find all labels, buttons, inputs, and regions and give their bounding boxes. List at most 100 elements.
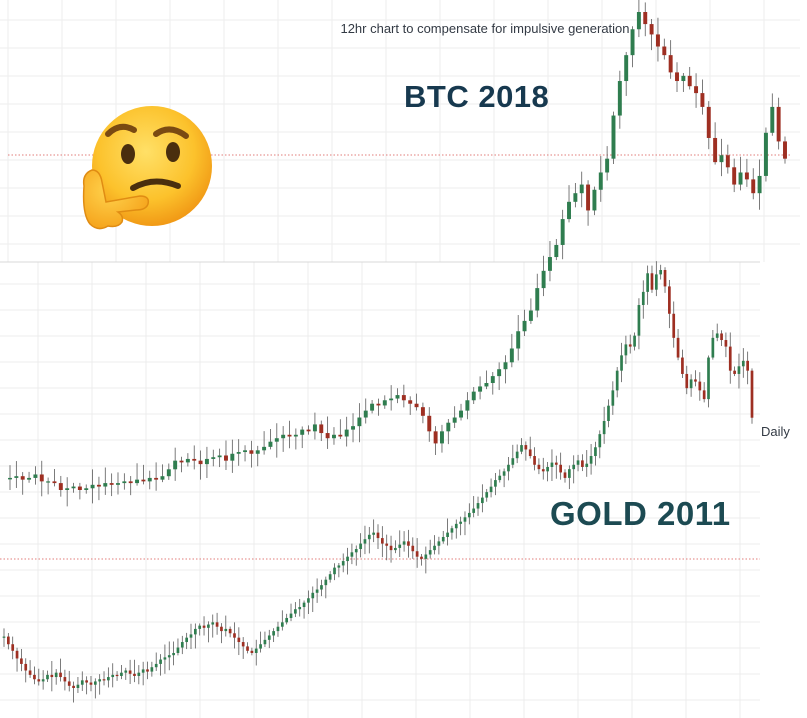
gold-candle: [354, 549, 358, 553]
btc-candle: [160, 476, 165, 480]
gold-candle: [141, 669, 145, 673]
btc-candle: [725, 155, 730, 168]
gold-candle: [628, 344, 632, 347]
gold-chart-label: GOLD 2011: [550, 495, 731, 532]
btc-candle: [624, 55, 629, 82]
gold-candle: [207, 624, 210, 628]
gold-candle: [520, 445, 523, 452]
gold-candle: [420, 556, 423, 559]
gold-candle: [533, 456, 536, 465]
btc-candle: [433, 431, 438, 444]
btc-candle: [141, 479, 146, 482]
gold-candle: [41, 679, 45, 682]
btc-candle: [351, 426, 356, 430]
btc-candle: [713, 137, 718, 163]
gold-candle: [637, 305, 641, 336]
btc-candle: [446, 422, 451, 432]
btc-candle: [567, 201, 571, 220]
gold-candle: [359, 543, 362, 550]
btc-candle: [681, 75, 686, 82]
btc-candle: [376, 403, 381, 406]
btc-candle: [236, 452, 241, 454]
btc-candle: [687, 75, 692, 87]
btc-candle: [65, 488, 70, 490]
gold-candle: [624, 344, 628, 356]
gold-candle: [311, 592, 315, 599]
btc-candle: [27, 477, 32, 480]
gold-candle: [194, 628, 197, 635]
gold-candle: [602, 421, 606, 435]
gold-candle: [498, 475, 502, 481]
gold-candle: [89, 682, 93, 685]
gold-candle: [528, 449, 532, 457]
btc-candle: [293, 434, 298, 437]
gold-candle: [7, 636, 10, 645]
btc-candle: [116, 483, 120, 485]
btc-candle: [611, 115, 616, 159]
gold-candle: [659, 270, 663, 275]
gold-candle: [585, 463, 589, 467]
btc-candle: [262, 446, 267, 451]
gold-candle: [111, 674, 115, 678]
gold-candle: [163, 657, 167, 660]
btc-candle: [274, 438, 279, 442]
gold-candle: [167, 655, 171, 658]
gold-candle: [537, 464, 541, 470]
gold-candle: [728, 346, 732, 371]
chart-annotation: 12hr chart to compensate for impulsive g…: [340, 21, 630, 36]
gold-candle: [328, 574, 332, 580]
gold-candle: [302, 602, 306, 608]
btc-candle: [103, 483, 108, 487]
gold-candle: [2, 636, 6, 638]
btc-candle: [39, 474, 44, 482]
gold-candle: [115, 674, 119, 677]
gold-candle: [620, 355, 623, 371]
btc-candle: [598, 172, 603, 190]
btc-candle: [185, 458, 190, 463]
gold-candle: [154, 663, 158, 668]
btc-candle: [217, 455, 222, 458]
gold-candle: [185, 637, 188, 643]
gold-candle: [428, 550, 432, 555]
btc-candle: [516, 331, 521, 349]
btc-candle: [744, 172, 749, 180]
gold-candle: [711, 337, 715, 358]
btc-candle: [128, 481, 133, 484]
gold-candle: [272, 631, 275, 636]
gold-candle: [433, 545, 436, 551]
btc-candle: [751, 179, 756, 194]
gold-candle: [485, 492, 489, 498]
gold-candle: [241, 642, 245, 647]
gold-candle: [337, 565, 341, 568]
gold-candle: [568, 469, 571, 478]
btc-candle: [649, 24, 654, 35]
gold-candle: [541, 469, 545, 472]
gold-candle: [50, 674, 54, 678]
gold-candle: [668, 286, 671, 314]
btc-candle: [52, 481, 57, 484]
gold-candle: [254, 648, 258, 653]
gold-candle: [424, 554, 428, 559]
btc-candle: [344, 429, 349, 437]
btc-2018-series: [8, 0, 787, 507]
gold-candle: [120, 672, 123, 676]
gold-candle: [681, 357, 684, 374]
btc-candle: [166, 469, 171, 477]
btc-candle: [522, 320, 527, 332]
timeframe-label: Daily: [761, 424, 790, 439]
gold-candle: [389, 545, 393, 551]
gold-candle: [515, 451, 519, 459]
gold-candle: [76, 684, 80, 688]
gold-candle: [250, 650, 254, 653]
thinking-face-icon: [82, 106, 212, 230]
btc-candle: [268, 441, 273, 447]
btc-candle: [586, 184, 591, 211]
btc-candle: [382, 400, 387, 406]
btc-candle: [84, 488, 89, 490]
btc-candle: [306, 429, 311, 432]
gold-candle: [685, 373, 689, 389]
gold-candle: [611, 390, 615, 406]
gold-candle: [85, 680, 88, 683]
gold-candle: [411, 545, 415, 552]
gold-candle: [363, 539, 367, 544]
